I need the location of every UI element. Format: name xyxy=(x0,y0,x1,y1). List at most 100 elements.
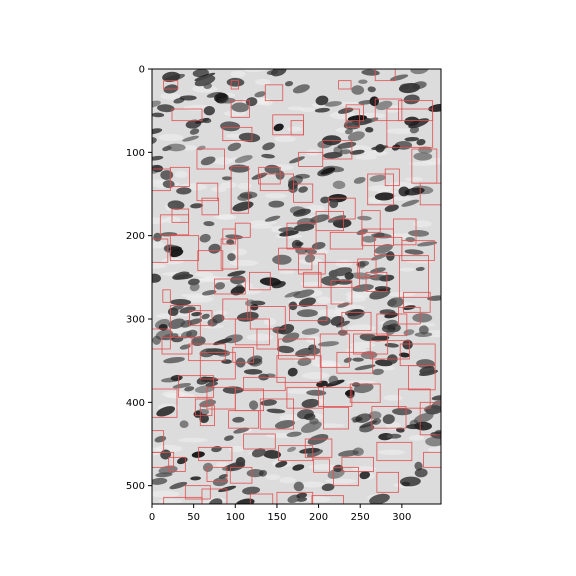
detection-box xyxy=(286,222,317,250)
nucleus-blob xyxy=(414,421,433,431)
nucleus-blob xyxy=(311,242,326,250)
detection-box xyxy=(361,210,381,233)
nucleus-blob xyxy=(246,468,264,478)
nucleus-blob xyxy=(171,336,184,343)
x-axis-ticks: 0 50 100 150 200 250 300 xyxy=(149,504,411,523)
detection-box xyxy=(293,183,314,203)
nucleus-blob xyxy=(333,464,344,473)
background-texture xyxy=(213,157,232,165)
nucleus-blob xyxy=(273,123,284,132)
background-texture xyxy=(210,186,227,193)
nucleus-blob xyxy=(431,395,441,401)
nucleus-blob xyxy=(403,329,415,336)
background-texture xyxy=(158,499,183,504)
background-texture xyxy=(161,257,185,265)
nucleus-blob xyxy=(179,420,189,429)
nucleus-blob xyxy=(274,419,296,429)
nucleus-blob xyxy=(353,383,374,394)
detection-box xyxy=(419,182,441,206)
detection-box xyxy=(171,208,190,223)
detection-box xyxy=(196,148,225,170)
nucleus-blob xyxy=(347,131,365,142)
detection-box xyxy=(152,451,175,468)
nucleus-blob xyxy=(347,115,367,122)
nucleus-blob xyxy=(242,486,261,495)
nucleus-blob xyxy=(287,446,297,452)
nucleus-blob xyxy=(375,144,385,153)
background-texture xyxy=(385,292,416,297)
y-tick-label: 500 xyxy=(126,481,145,492)
background-texture xyxy=(279,269,296,275)
nucleus-blob xyxy=(192,69,209,78)
nucleus-blob xyxy=(360,351,378,360)
detection-box xyxy=(384,168,400,187)
nucleus-blob xyxy=(275,460,288,468)
detection-box xyxy=(408,365,436,391)
nucleus-blob xyxy=(238,132,261,143)
nucleus-blob xyxy=(354,364,376,371)
nucleus-blob xyxy=(234,155,253,164)
y-tick-label: 300 xyxy=(126,315,145,326)
nucleus-blob xyxy=(152,335,161,345)
nucleus-blob xyxy=(359,471,371,480)
nucleus-blob xyxy=(287,367,298,377)
nucleus-blob xyxy=(157,104,175,113)
detection-box xyxy=(341,456,374,472)
nucleus-blob xyxy=(169,248,184,258)
background-texture xyxy=(152,490,180,498)
x-tick-label: 250 xyxy=(351,512,370,523)
nucleus-blob xyxy=(323,151,343,159)
detection-box xyxy=(313,458,330,473)
nucleus-blob xyxy=(167,200,185,210)
detection-box xyxy=(159,214,190,236)
detection-box xyxy=(303,271,322,288)
nucleus-blob xyxy=(176,187,192,195)
nucleus-blob xyxy=(284,81,294,87)
nucleus-blob xyxy=(155,472,173,478)
nucleus-blob xyxy=(251,448,266,458)
detection-box xyxy=(353,333,389,355)
detection-box xyxy=(419,401,441,436)
y-tick-label: 400 xyxy=(126,398,145,409)
nucleus-blob xyxy=(307,434,329,445)
detection-box xyxy=(329,231,364,250)
nucleus-blob xyxy=(363,117,379,124)
detection-box xyxy=(152,238,169,263)
nucleus-blob xyxy=(293,481,304,492)
nucleus-blob xyxy=(305,248,317,254)
background-texture xyxy=(316,296,332,304)
detection-box xyxy=(403,291,431,313)
background-texture xyxy=(377,449,405,456)
nucleus-blob xyxy=(359,333,377,341)
detection-box xyxy=(398,388,431,409)
nucleus-blob xyxy=(152,164,164,173)
nucleus-blob xyxy=(418,146,433,154)
detection-box xyxy=(201,488,228,504)
nucleus-blob xyxy=(233,427,250,434)
nucleus-blob xyxy=(404,136,419,142)
background-texture xyxy=(383,394,403,401)
nucleus-blob xyxy=(221,176,233,181)
detection-box xyxy=(199,405,215,427)
detection-box xyxy=(201,197,220,216)
nucleus-blob xyxy=(427,295,441,301)
detection-box xyxy=(228,410,260,429)
nucleus-blob xyxy=(324,101,342,107)
nucleus-blob xyxy=(201,289,217,296)
nucleus-blob xyxy=(230,275,246,285)
nucleus-blob xyxy=(173,97,185,104)
detection-box xyxy=(371,406,407,429)
nucleus-blob xyxy=(382,319,398,330)
x-tick-label: 0 xyxy=(149,512,155,523)
nucleus-blob xyxy=(179,344,191,350)
nucleus-blob xyxy=(206,91,222,98)
background-texture xyxy=(301,372,330,380)
nucleus-blob xyxy=(384,204,399,212)
background-texture xyxy=(305,336,322,345)
nucleus-blob xyxy=(289,156,305,164)
background-texture xyxy=(199,276,232,283)
nucleus-blob xyxy=(414,468,428,478)
nucleus-blob xyxy=(287,494,301,503)
detection-box xyxy=(298,253,326,275)
